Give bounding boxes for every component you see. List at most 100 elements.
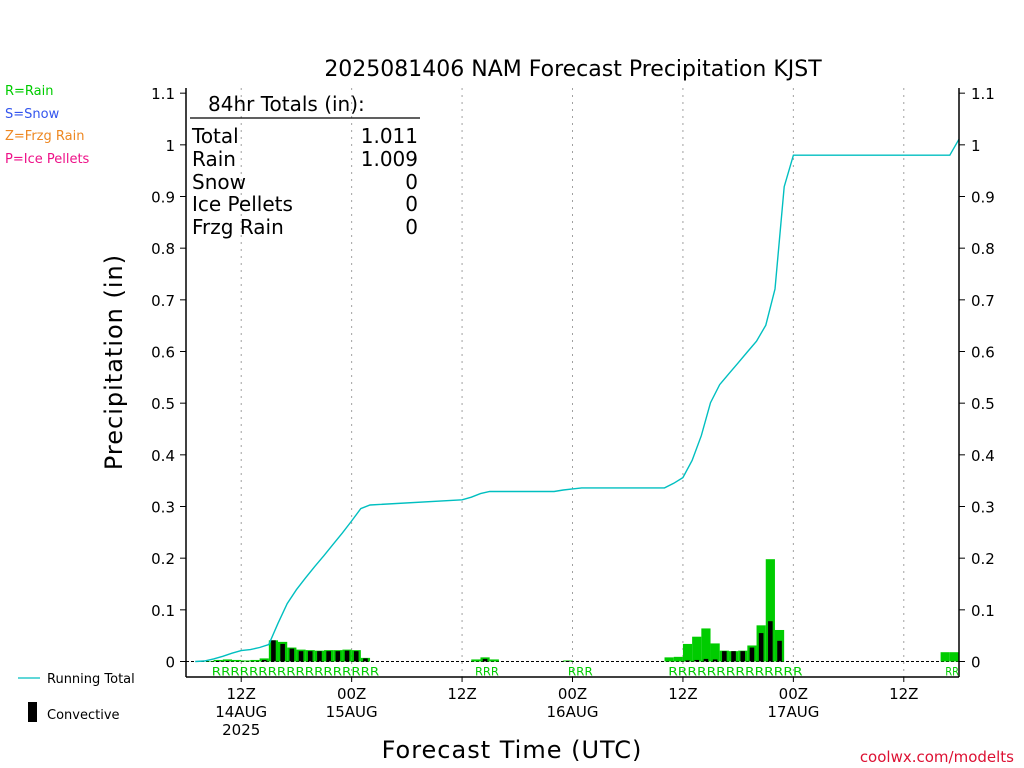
convective-bar-13 — [298, 651, 304, 662]
y-tick-label-left-0: 0 — [165, 654, 175, 672]
credit-text: coolwx.com/modelts — [860, 748, 1014, 766]
convective-bar-16 — [326, 651, 331, 662]
y-tick-label-left-5: 0.5 — [151, 395, 175, 413]
totals-value-snow: 0 — [405, 170, 418, 194]
ptype-labels: RRRRRRRRRRRRRRRRRR RRR RRR RRRRRRRRRRRRRR RR — [212, 665, 959, 679]
x-tick-label-2-line1: 12Z — [447, 685, 476, 703]
legend: Running Total Convective — [18, 672, 135, 723]
x-tick-label-1-line1: 00Z — [337, 685, 366, 703]
totals-box: 84hr Totals (in): Total 1.011 Rain 1.009… — [190, 92, 420, 239]
y-tick-label-right-3: 0.3 — [971, 499, 995, 517]
convective-bar-15 — [317, 651, 322, 662]
y-tick-label-left-7: 0.7 — [151, 292, 175, 310]
totals-label-ice-pellets: Ice Pellets — [192, 192, 293, 216]
convective-bar-12 — [289, 648, 295, 662]
running-total-line — [195, 138, 960, 663]
totals-label-snow: Snow — [192, 170, 246, 194]
precip-bar-5 — [222, 659, 233, 662]
x-tick-label-3-line1: 00Z — [558, 685, 587, 703]
precip-bar-53 — [664, 657, 674, 662]
convective-bar-20 — [363, 658, 368, 662]
totals-value-frzg-rain: 0 — [405, 215, 418, 239]
convective-bar-10 — [271, 640, 276, 662]
convective-bar-18 — [344, 650, 350, 662]
convective-bar-59 — [722, 651, 727, 662]
ptype-label-1: RRR — [475, 665, 499, 679]
convective-bar-14 — [307, 651, 313, 662]
y-tick-label-right-1: 0.1 — [971, 602, 995, 620]
y-tick-label-left-1: 0.1 — [151, 602, 175, 620]
convective-bar-63 — [758, 633, 764, 662]
precip-bar-6 — [232, 659, 242, 662]
x-tick-label-1-line2: 15AUG — [326, 703, 378, 721]
x-tick-label-0-line3: 2025 — [222, 721, 260, 739]
ptype-key-ice-pellets: P=Ice Pellets — [5, 152, 90, 167]
precip-bar-7 — [241, 660, 251, 662]
x-tick-label-4-line1: 12Z — [668, 685, 697, 703]
totals-value-ice-pellets: 0 — [405, 192, 418, 216]
y-tick-label-right-10: 1 — [971, 137, 981, 155]
convective-bar-55 — [685, 660, 690, 662]
y-tick-label-right-8: 0.8 — [971, 240, 995, 258]
ptype-key: R=Rain S=Snow Z=Frzg Rain P=Ice Pellets — [5, 84, 90, 167]
precip-bar-83 — [940, 652, 950, 662]
totals-label-frzg-rain: Frzg Rain — [192, 215, 284, 239]
y-axis-label: Precipitation (in) — [100, 254, 128, 470]
convective-bar-19 — [353, 651, 359, 662]
precip-bar-8 — [250, 659, 260, 662]
ptype-label-3: RRRRRRRRRRRRRR — [668, 665, 802, 679]
convective-bar-33 — [482, 658, 488, 662]
x-tick-label-3-line2: 16AUG — [547, 703, 599, 721]
precip-bar-4 — [213, 659, 223, 662]
totals-label-rain: Rain — [192, 147, 236, 171]
convective-bar-4 — [215, 660, 221, 662]
y-tick-labels: 0 00.1 0.10.2 0.20.3 0.30.4 0.40.5 0.50.6 0.60.… — [151, 85, 995, 671]
ptype-key-snow: S=Snow — [5, 107, 60, 122]
y-tick-label-right-5: 0.5 — [971, 395, 995, 413]
convective-bar-56 — [694, 659, 700, 662]
precip-bar-84 — [949, 652, 959, 662]
legend-convective-label: Convective — [47, 708, 120, 723]
precip-bar-3 — [204, 660, 214, 662]
y-tick-label-left-2: 0.2 — [151, 550, 175, 568]
legend-convective-swatch — [28, 702, 37, 722]
totals-value-total: 1.011 — [361, 124, 418, 148]
convective-bar-11 — [280, 643, 285, 662]
legend-running-total-label: Running Total — [47, 672, 135, 687]
convective-bar-65 — [777, 640, 782, 662]
precip-bar-56 — [692, 636, 702, 662]
y-tick-label-left-9: 0.9 — [151, 189, 175, 207]
precip-bar-64 — [765, 559, 775, 662]
y-tick-label-left-11: 1.1 — [151, 85, 175, 103]
convective-bar-61 — [740, 651, 746, 662]
y-tick-label-right-6: 0.6 — [971, 344, 995, 362]
x-axis-label: Forecast Time (UTC) — [382, 736, 643, 764]
y-tick-label-right-11: 1.1 — [971, 85, 995, 103]
y-tick-label-left-8: 0.8 — [151, 240, 175, 258]
precip-bar-55 — [682, 643, 693, 662]
convective-bar-62 — [749, 647, 755, 662]
precip-bar-34 — [489, 659, 499, 662]
chart-title: 2025081406 NAM Forecast Precipitation KJ… — [324, 57, 822, 82]
x-tick-label-0-line2: 14AUG — [215, 703, 267, 721]
convective-bar-64 — [768, 621, 773, 662]
precip-bar-54 — [673, 656, 683, 662]
convective-bar-58 — [712, 659, 718, 662]
bars-layer — [204, 559, 959, 662]
y-tick-label-right-2: 0.2 — [971, 550, 995, 568]
x-tick-label-5-line1: 00Z — [779, 685, 808, 703]
x-tick-label-6-line1: 12Z — [889, 685, 918, 703]
totals-header: 84hr Totals (in): — [208, 92, 365, 116]
ptype-label-4: RR — [945, 665, 959, 679]
y-tick-label-right-7: 0.7 — [971, 292, 995, 310]
y-tick-label-left-4: 0.4 — [151, 447, 175, 465]
ptype-key-freezing-rain: Z=Frzg Rain — [5, 129, 84, 144]
y-tick-label-left-6: 0.6 — [151, 344, 175, 362]
precip-bar-58 — [710, 643, 720, 662]
convective-bar-57 — [703, 658, 709, 662]
totals-label-total: Total — [191, 124, 239, 148]
precip-bar-32 — [471, 659, 481, 662]
axes — [180, 88, 965, 682]
